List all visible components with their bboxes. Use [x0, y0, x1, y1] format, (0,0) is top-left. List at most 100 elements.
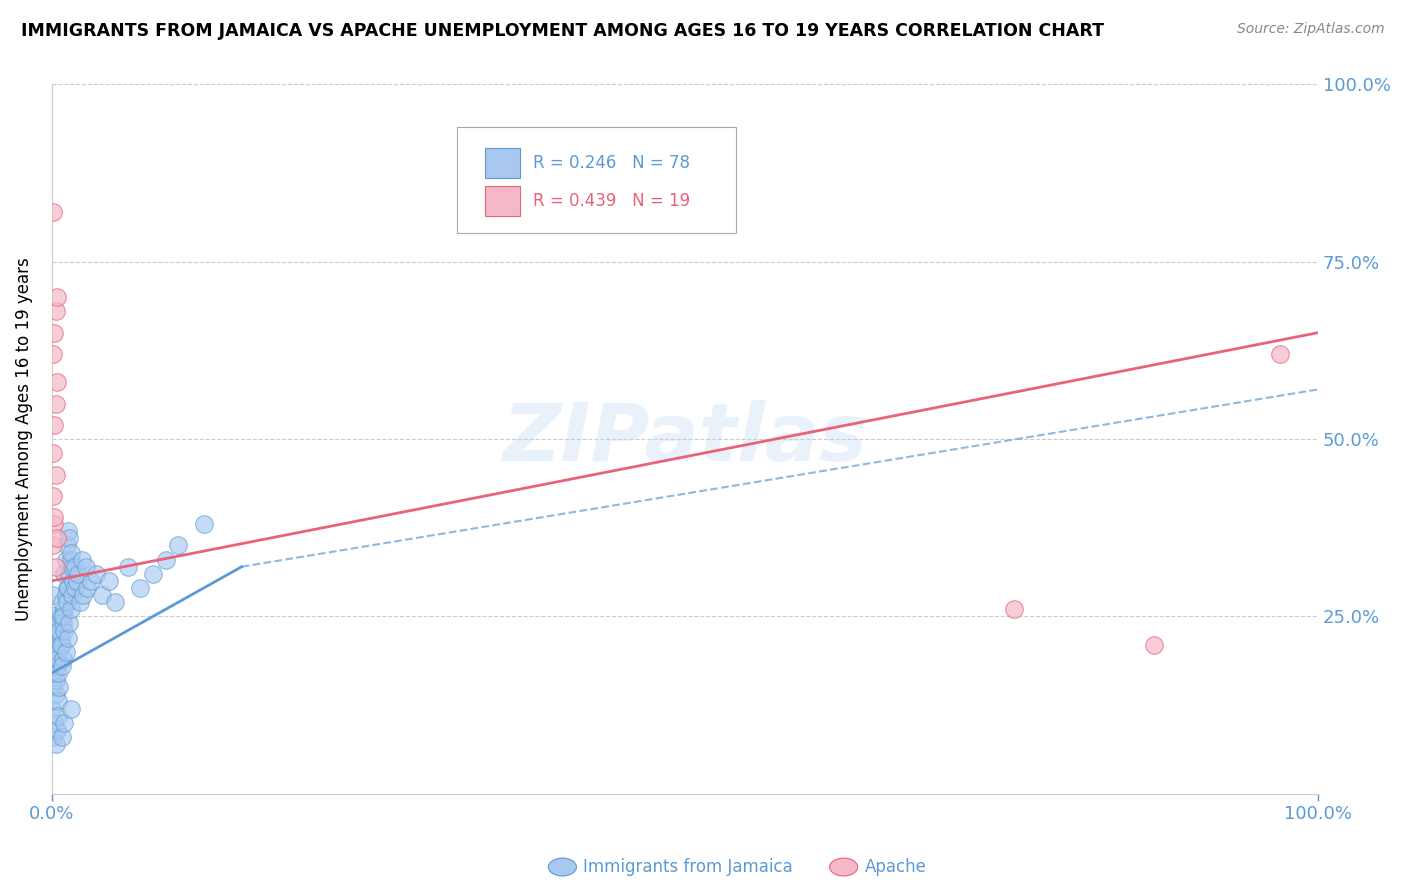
Text: IMMIGRANTS FROM JAMAICA VS APACHE UNEMPLOYMENT AMONG AGES 16 TO 19 YEARS CORRELA: IMMIGRANTS FROM JAMAICA VS APACHE UNEMPL… — [21, 22, 1104, 40]
Point — [193, 517, 215, 532]
Point — [58, 616, 80, 631]
Point — [42, 730, 65, 744]
Point — [84, 566, 107, 581]
Point — [104, 595, 127, 609]
Point — [45, 723, 67, 737]
Point — [80, 574, 103, 588]
FancyBboxPatch shape — [485, 186, 520, 216]
Point — [42, 347, 65, 361]
Point — [117, 559, 139, 574]
Point — [52, 609, 75, 624]
Point — [53, 566, 76, 581]
Point — [70, 552, 93, 566]
Point — [58, 581, 80, 595]
Text: R = 0.246   N = 78: R = 0.246 N = 78 — [533, 154, 690, 172]
Text: Immigrants from Jamaica: Immigrants from Jamaica — [583, 858, 793, 876]
Point — [45, 659, 67, 673]
Point — [58, 524, 80, 539]
Point — [49, 631, 72, 645]
Point — [55, 588, 77, 602]
Point — [46, 708, 69, 723]
Point — [97, 574, 120, 588]
Point — [129, 581, 152, 595]
Point — [42, 446, 65, 460]
Point — [52, 616, 75, 631]
Point — [48, 681, 70, 695]
Point — [44, 609, 66, 624]
Point — [58, 631, 80, 645]
Point — [46, 694, 69, 708]
Point — [76, 581, 98, 595]
Point — [46, 666, 69, 681]
Point — [52, 652, 75, 666]
Point — [58, 532, 80, 546]
Point — [45, 532, 67, 546]
Point — [42, 681, 65, 695]
Point — [55, 552, 77, 566]
Point — [63, 581, 86, 595]
Point — [42, 538, 65, 552]
Point — [60, 559, 83, 574]
Point — [42, 489, 65, 503]
Point — [91, 588, 114, 602]
Point — [44, 666, 66, 681]
Y-axis label: Unemployment Among Ages 16 to 19 years: Unemployment Among Ages 16 to 19 years — [15, 257, 32, 621]
Point — [44, 715, 66, 730]
Point — [49, 638, 72, 652]
Point — [51, 730, 73, 744]
Point — [45, 304, 67, 318]
Point — [44, 631, 66, 645]
Point — [1142, 638, 1164, 652]
Point — [56, 538, 79, 552]
Point — [51, 638, 73, 652]
Point — [45, 659, 67, 673]
Point — [53, 602, 76, 616]
Point — [59, 701, 82, 715]
Point — [45, 652, 67, 666]
Point — [53, 715, 76, 730]
Point — [60, 588, 83, 602]
Point — [42, 205, 65, 219]
Point — [49, 609, 72, 624]
Point — [55, 645, 77, 659]
Point — [51, 659, 73, 673]
Point — [59, 545, 82, 559]
Point — [44, 510, 66, 524]
Point — [44, 326, 66, 340]
Point — [167, 538, 190, 552]
Point — [45, 624, 67, 638]
Point — [44, 417, 66, 432]
Point — [1002, 602, 1025, 616]
Point — [45, 673, 67, 688]
Point — [42, 588, 65, 602]
FancyBboxPatch shape — [485, 148, 520, 178]
Text: ZIPatlas: ZIPatlas — [502, 400, 868, 478]
Point — [63, 559, 86, 574]
Point — [45, 376, 67, 390]
Point — [59, 552, 82, 566]
Point — [48, 624, 70, 638]
Point — [46, 645, 69, 659]
Point — [44, 517, 66, 532]
Point — [67, 566, 90, 581]
FancyBboxPatch shape — [457, 127, 735, 234]
Point — [41, 701, 63, 715]
Point — [53, 624, 76, 638]
Point — [75, 559, 97, 574]
Point — [1268, 347, 1291, 361]
Point — [58, 566, 80, 581]
Point — [45, 737, 67, 751]
Text: Source: ZipAtlas.com: Source: ZipAtlas.com — [1237, 22, 1385, 37]
Point — [56, 581, 79, 595]
Point — [45, 467, 67, 482]
Point — [62, 574, 84, 588]
Text: Apache: Apache — [865, 858, 927, 876]
Point — [56, 595, 79, 609]
Text: R = 0.439   N = 19: R = 0.439 N = 19 — [533, 192, 690, 210]
Point — [142, 566, 165, 581]
Point — [45, 559, 67, 574]
Point — [72, 588, 94, 602]
Point — [45, 290, 67, 304]
Point — [59, 602, 82, 616]
Point — [45, 652, 67, 666]
